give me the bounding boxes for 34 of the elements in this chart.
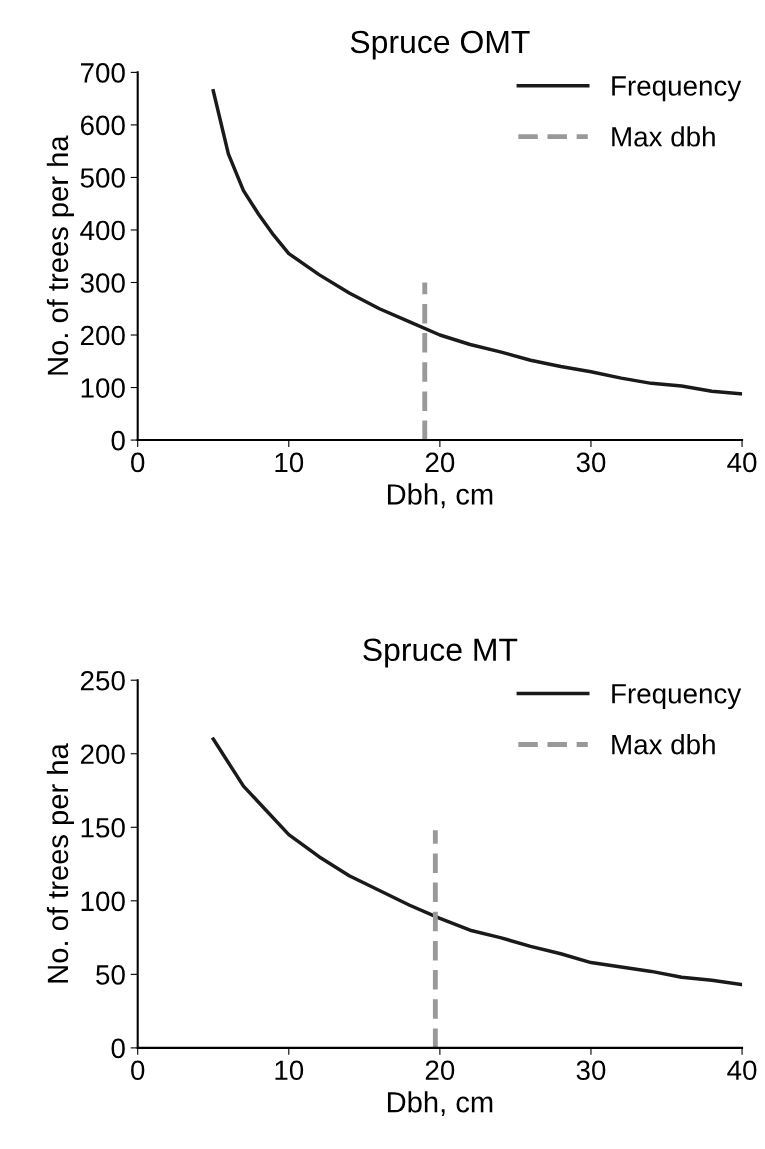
- y-tick-label: 400: [80, 220, 125, 241]
- y-tick-label: 150: [81, 817, 125, 838]
- y-tick-label: 300: [80, 273, 125, 293]
- x-tick-label: 30: [576, 452, 606, 473]
- y-axis-title: No. of trees per ha: [46, 135, 74, 375]
- x-tick-label: 30: [576, 1060, 606, 1081]
- x-axis-title: Dbh, cm: [387, 1091, 493, 1117]
- x-tick-label: 40: [727, 452, 757, 473]
- x-tick-label: 0: [131, 452, 145, 473]
- y-tick-label: 600: [80, 115, 125, 136]
- legend-label: Max dbh: [612, 734, 715, 755]
- x-tick-label: 20: [425, 452, 455, 473]
- y-tick-label: 0: [111, 430, 125, 451]
- chart-title: Spruce MT: [363, 638, 518, 668]
- y-tick-label: 0: [111, 1038, 125, 1059]
- x-tick-label: 40: [727, 1060, 757, 1081]
- legend-label: Max dbh: [612, 126, 715, 147]
- x-tick-label: 20: [425, 1060, 455, 1081]
- x-tick-label: 0: [131, 1060, 145, 1081]
- legend-label: Frequency: [612, 684, 742, 710]
- y-tick-label: 100: [81, 378, 125, 398]
- y-axis-title: No. of trees per ha: [46, 743, 74, 983]
- x-tick-label: 10: [275, 452, 304, 473]
- y-tick-label: 500: [80, 168, 125, 188]
- chart-title: Spruce OMT: [350, 30, 530, 60]
- x-axis-title: Dbh, cm: [387, 483, 493, 509]
- x-tick-label: 10: [275, 1060, 304, 1081]
- y-tick-label: 200: [80, 744, 125, 765]
- y-tick-label: 100: [81, 891, 125, 912]
- y-tick-label: 50: [96, 965, 125, 985]
- y-tick-label: 200: [80, 325, 125, 346]
- legend-label: Frequency: [612, 76, 742, 102]
- y-tick-label: 250: [80, 670, 125, 691]
- y-tick-label: 700: [80, 63, 125, 83]
